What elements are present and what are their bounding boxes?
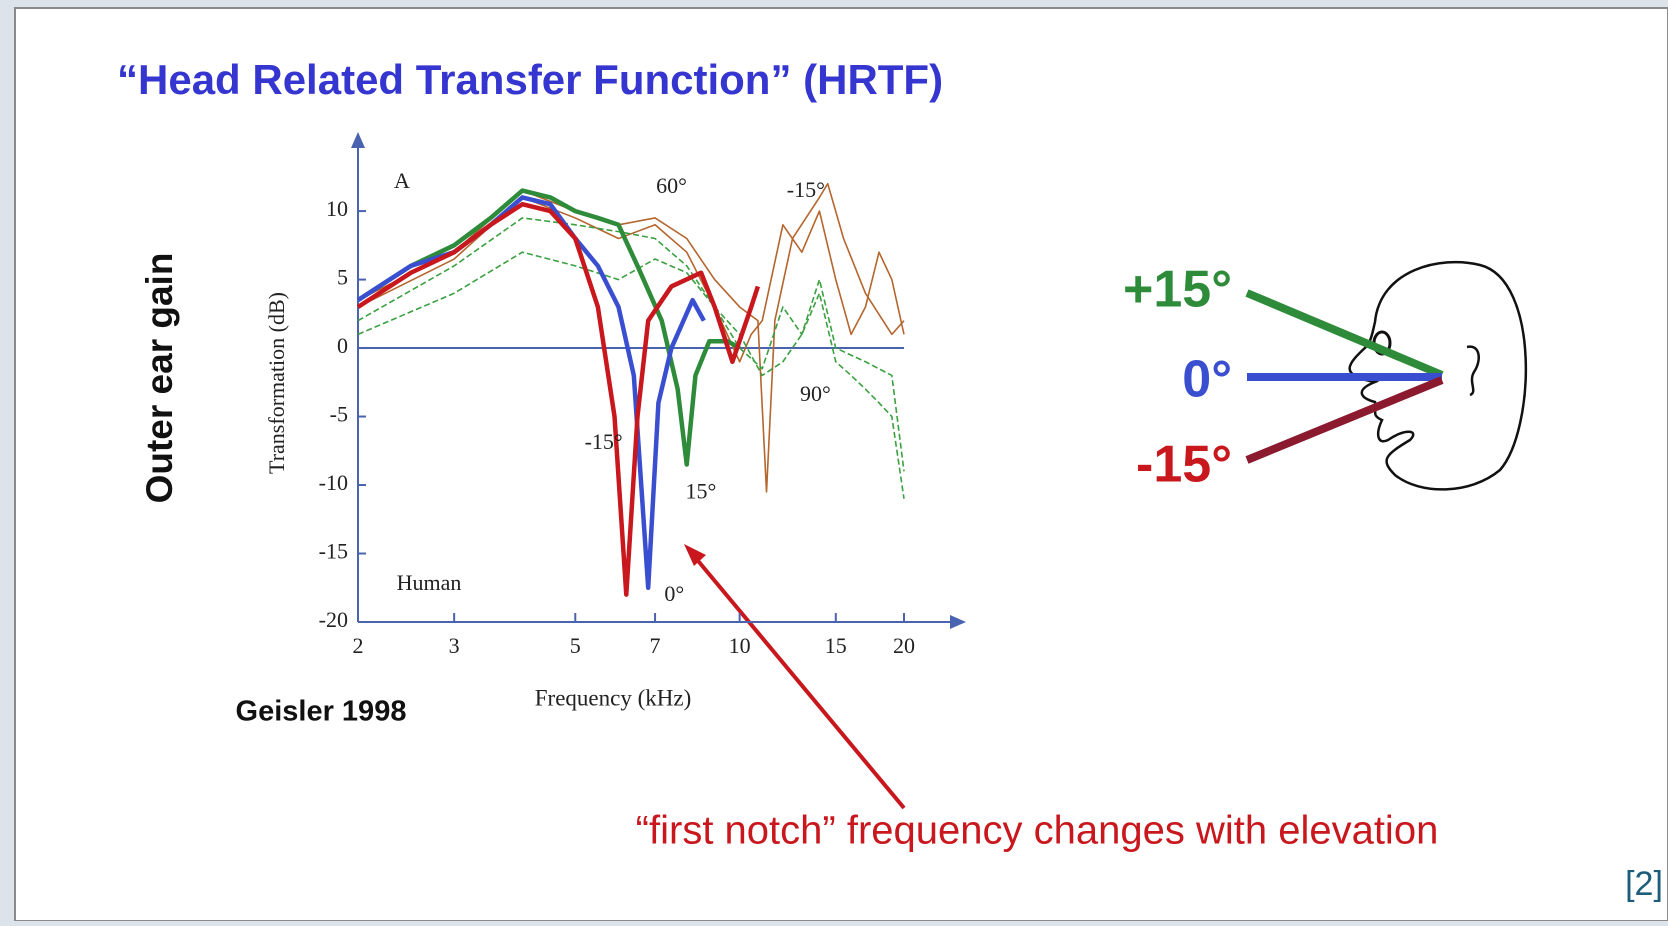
- y-tick-label: -5: [330, 402, 348, 427]
- panel-label: A: [394, 168, 410, 193]
- y-axis-arrow: [351, 132, 365, 148]
- reference: [2]: [1625, 865, 1663, 903]
- title: “Head Related Transfer Function” (HRTF): [117, 56, 943, 103]
- x-tick-label: 20: [893, 633, 915, 658]
- x-tick-label: 3: [449, 633, 460, 658]
- annotation: 0°: [664, 581, 684, 606]
- y-tick-label: -15: [319, 539, 348, 564]
- note: Human: [397, 570, 462, 595]
- annotation: 90°: [800, 381, 831, 406]
- curve: [356, 188, 741, 467]
- y-tick-label: -20: [319, 607, 348, 632]
- elevation-line-up: [1245, 289, 1444, 379]
- elevation-label: 0°: [1182, 351, 1232, 409]
- x-tick-label: 2: [353, 633, 364, 658]
- pointer-arrow-head: [684, 544, 706, 566]
- elevation-label: -15°: [1136, 436, 1232, 494]
- curve: [357, 217, 905, 472]
- x-axis-arrow: [950, 615, 966, 629]
- annotation: 15°: [686, 478, 717, 503]
- pointer-arrow: [692, 554, 906, 810]
- y-tick-label: -10: [319, 470, 348, 495]
- x-axis-label: Frequency (kHz): [535, 685, 691, 710]
- y-tick-label: 0: [337, 333, 348, 358]
- annotation: -15°: [787, 177, 825, 202]
- curve: [357, 251, 905, 499]
- side-label: Outer ear gain: [139, 253, 180, 504]
- annotation: -15°: [585, 429, 623, 454]
- credit: Geisler 1998: [236, 696, 407, 728]
- curve: [356, 201, 761, 597]
- ear: [1466, 345, 1480, 397]
- x-tick-label: 15: [825, 633, 847, 658]
- elevation-line-down: [1245, 376, 1444, 464]
- y-tick-label: 5: [337, 265, 348, 290]
- x-tick-label: 7: [650, 633, 661, 658]
- curve: [357, 196, 905, 363]
- x-tick-label: 5: [570, 633, 581, 658]
- annotation: 60°: [656, 173, 687, 198]
- x-tick-label: 10: [729, 633, 751, 658]
- y-tick-label: 10: [326, 196, 348, 221]
- caption: “first notch” frequency changes with ele…: [636, 809, 1439, 853]
- elevation-label: +15°: [1123, 261, 1232, 319]
- y-axis-label: Transformation (dB): [264, 292, 289, 474]
